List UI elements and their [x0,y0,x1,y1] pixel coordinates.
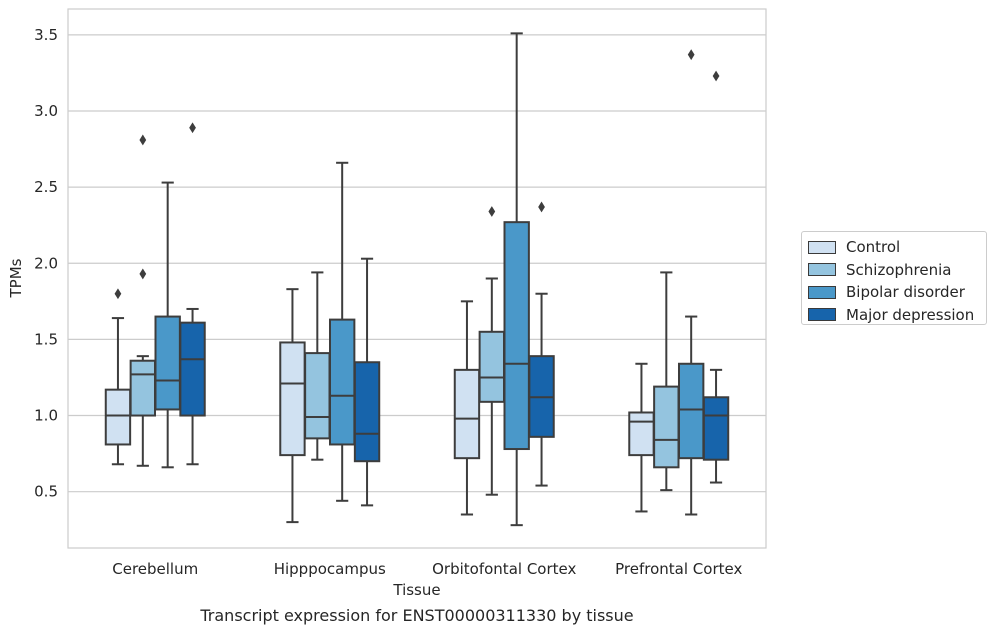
legend-label: Bipolar disorder [846,283,965,302]
y-tick-label: 0.5 [34,483,58,501]
outlier-point [687,49,695,61]
box-group [702,70,730,484]
box [453,368,481,460]
outlier-point [538,201,545,213]
box-group [503,32,530,527]
y-tick-label: 1.5 [34,330,58,348]
box [702,396,730,461]
y-tick-labels: 0.5 1.0 1.5 2.0 2.5 3.0 3.5 [34,26,58,501]
outlier-point [139,134,147,146]
outlier-point [712,70,720,82]
legend-label: Major depression [846,305,975,324]
box [677,362,705,460]
legend-swatch [808,285,836,299]
x-tick-labels: Cerebellum Hipppocampus Orbitofontal Corte… [112,560,742,578]
plot-frame [67,8,767,549]
legend-label: Control [846,238,901,257]
boxes-layer [104,32,730,527]
box-group [104,288,132,466]
y-tick-label: 1.0 [34,407,58,425]
y-tick-label: 3.0 [34,102,58,120]
box [129,359,157,417]
legend-item: Bipolar disorder [808,281,980,304]
box-group [453,300,481,516]
x-tick-label: Prefrontal Cortex [615,560,742,578]
x-tick-label: Orbitofontal Cortex [432,560,576,578]
box-group [628,362,655,513]
legend-item: Major depression [808,304,980,327]
box-group [353,257,381,507]
y-tick-label: 2.5 [34,178,58,196]
box [304,352,331,440]
box-group [279,288,306,524]
y-tick-label: 3.5 [34,26,58,44]
box-group [328,161,356,502]
legend-swatch [808,240,836,254]
legend-item: Control [808,236,980,259]
outlier-point [189,122,196,134]
x-axis-label: Tissue [392,581,440,599]
box-group [653,271,680,492]
legend-swatch [808,263,836,277]
box [503,221,530,451]
box-group [677,49,705,516]
legend: Control Schizophrenia Bipolar disorder Majo… [801,231,987,325]
box [328,318,356,446]
box [653,385,680,469]
y-axis-label: TPMs [7,258,25,298]
box-group [528,201,555,487]
box [104,388,132,446]
box-group [129,134,157,467]
x-tick-label: Cerebellum [112,560,198,578]
box [179,321,206,417]
y-tick-label: 2.0 [34,254,58,272]
box [478,330,506,403]
x-tick-label: Hipppocampus [274,560,386,578]
box [353,361,381,463]
figure-caption: Transcript expression for ENST0000031133… [200,606,634,625]
box-group [304,271,331,461]
outlier-point [114,288,122,300]
box-group [154,181,181,469]
outlier-point [488,206,496,217]
box-group [478,206,506,496]
box [628,411,655,457]
box [154,315,181,411]
legend-item: Schizophrenia [808,259,980,282]
box-group [179,122,206,466]
legend-swatch [808,308,836,322]
outlier-point [139,268,147,280]
legend-label: Schizophrenia [846,260,952,279]
box [279,341,306,457]
